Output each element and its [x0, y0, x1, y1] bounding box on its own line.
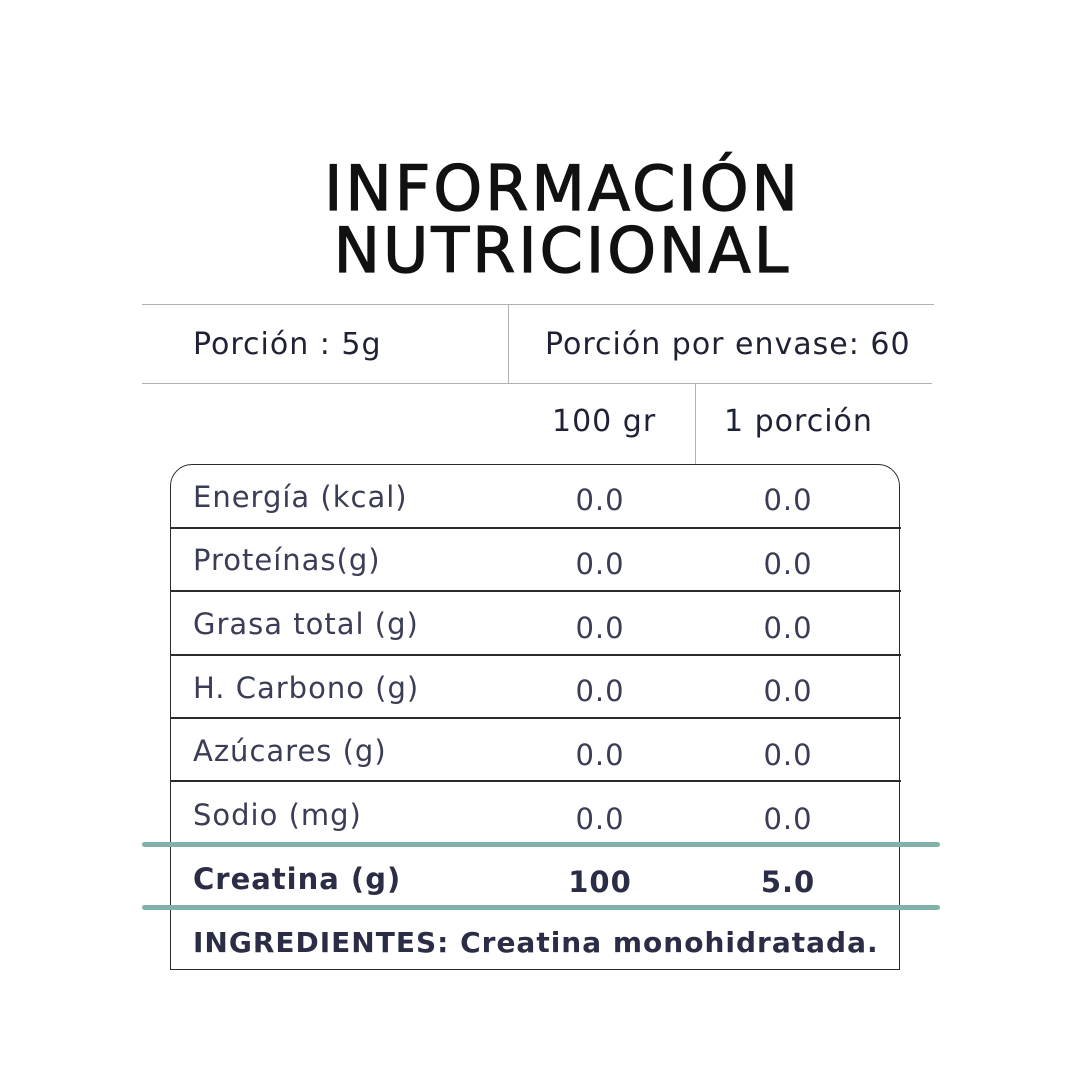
row-value-sodium-100g: 0.0	[575, 802, 625, 836]
row-value-sugars-100g: 0.0	[575, 738, 625, 772]
serving-divider	[508, 304, 509, 384]
row-label-creatine: Creatina (g)	[193, 862, 402, 896]
row-value-energy-100g: 0.0	[575, 483, 625, 517]
column-header-100g: 100 gr	[552, 404, 657, 439]
ingredients-text: INGREDIENTES: Creatina monohidratada.	[193, 926, 879, 959]
row-value-sodium-portion: 0.0	[763, 802, 813, 836]
row-value-fat-100g: 0.0	[575, 611, 625, 645]
row-value-creatine-100g: 100	[568, 865, 632, 899]
serving-size: Porción : 5g	[193, 327, 382, 362]
row-value-energy-portion: 0.0	[763, 483, 813, 517]
row-divider	[170, 654, 901, 656]
row-label-sodium: Sodio (mg)	[193, 798, 362, 832]
row-divider	[170, 780, 901, 782]
row-value-sugars-portion: 0.0	[763, 738, 813, 772]
highlight-line-top	[142, 842, 940, 847]
row-value-protein-100g: 0.0	[575, 547, 625, 581]
row-divider	[170, 717, 901, 719]
row-value-creatine-portion: 5.0	[760, 865, 816, 899]
title-line-2: NUTRICIONAL	[333, 214, 792, 287]
row-value-carbs-100g: 0.0	[575, 674, 625, 708]
row-label-carbs: H. Carbono (g)	[193, 671, 420, 705]
header-bottom-divider	[142, 383, 932, 384]
row-label-energy: Energía (kcal)	[193, 480, 408, 514]
header-top-divider	[142, 304, 934, 305]
column-header-portion: 1 porción	[724, 404, 873, 439]
column-divider	[695, 383, 696, 464]
row-label-protein: Proteínas(g)	[193, 543, 381, 577]
highlight-line-bottom	[142, 905, 940, 910]
row-value-carbs-portion: 0.0	[763, 674, 813, 708]
title-line-1: INFORMACIÓN	[324, 152, 801, 225]
servings-per-container: Porción por envase: 60	[545, 327, 911, 362]
row-divider	[170, 527, 901, 529]
row-label-sugars: Azúcares (g)	[193, 734, 387, 768]
row-label-fat: Grasa total (g)	[193, 607, 419, 641]
row-value-protein-portion: 0.0	[763, 547, 813, 581]
row-value-fat-portion: 0.0	[763, 611, 813, 645]
row-divider	[170, 590, 901, 592]
